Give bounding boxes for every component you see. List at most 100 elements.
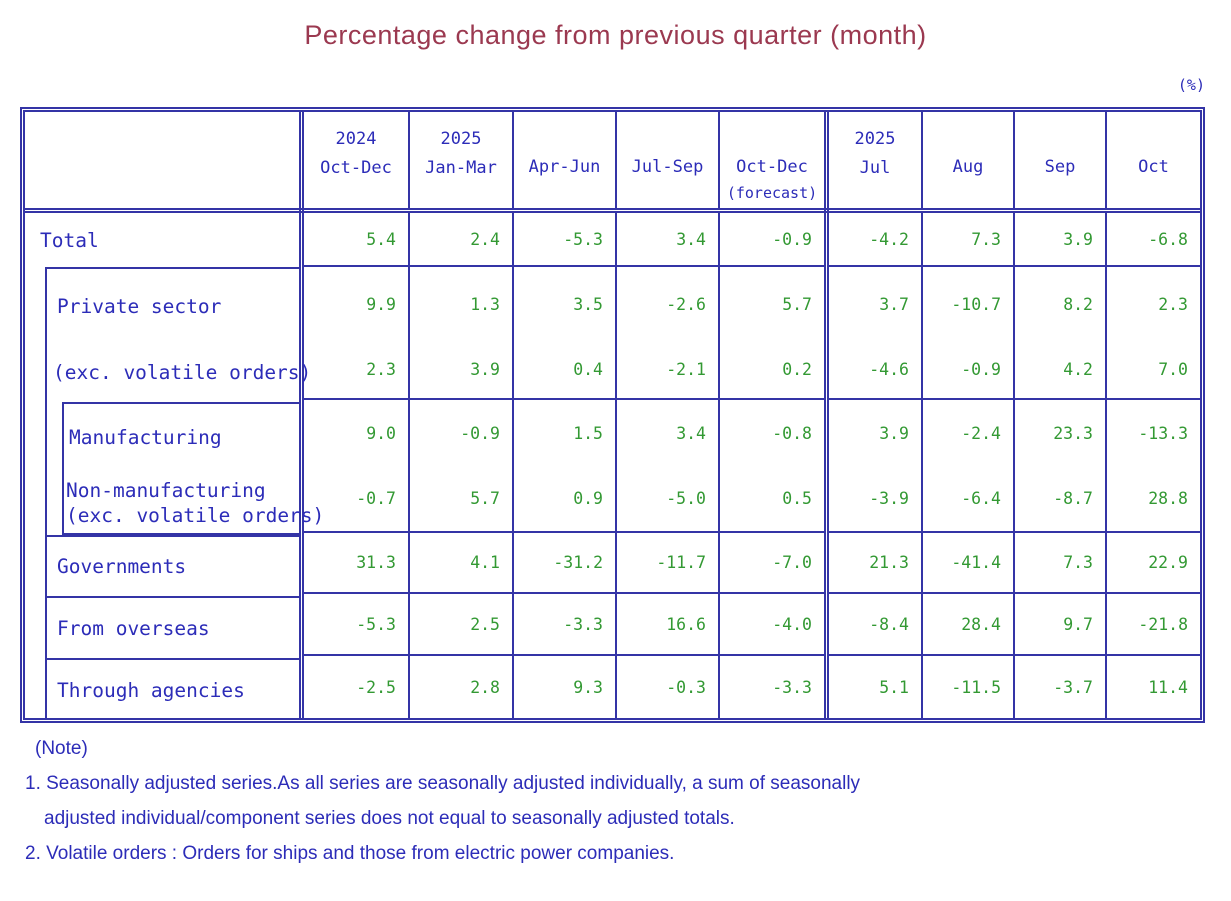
row-label-line1: Non-manufacturing [66,478,266,502]
cell-exc-volatile-oct-dec-forecast: 0.2 [720,341,824,400]
cell-exc-volatile-sep: 4.2 [1015,341,1107,400]
cell-overseas-apr-jun: -3.3 [514,594,617,656]
cell-private-jul-sep: -2.6 [617,267,720,341]
cell-governments-2025-jan-mar: 4.1 [410,533,514,594]
header-year: 2025 [440,129,482,149]
note-line-1: 1. Seasonally adjusted series.As all ser… [25,773,861,794]
cell-overseas-2025-jan-mar: 2.5 [410,594,514,656]
cell-total-2024-oct-dec: 5.4 [304,213,410,267]
cell-total-sep: 3.9 [1015,213,1107,267]
cell-non-manufacturing-oct-dec-forecast: 0.5 [720,466,824,533]
row-label-total: Total [40,228,99,252]
row-label-non-manufacturing: Non-manufacturing (exc. volatile orders) [66,470,324,535]
cell-overseas-jul: -8.4 [829,594,923,656]
row-label-private-exc-volatile: (exc. volatile orders) [53,361,312,384]
note-heading: (Note) [35,738,88,759]
cell-governments-oct: 22.9 [1107,533,1200,594]
header-period: Jul [859,158,891,178]
page-title: Percentage change from previous quarter … [304,20,927,50]
cell-agencies-sep: -3.7 [1015,656,1107,718]
row-label-private-sector: Private sector [57,294,222,318]
cell-exc-volatile-2025-jan-mar: 3.9 [410,341,514,400]
cell-governments-2024-oct-dec: 31.3 [304,533,410,594]
header-period: Oct-Dec [736,157,808,178]
cell-non-manufacturing-jul-sep: -5.0 [617,466,720,533]
cell-exc-volatile-apr-jun: 0.4 [514,341,617,400]
cell-manufacturing-oct-dec-forecast: -0.8 [772,423,812,443]
note-line-2: 2. Volatile orders : Orders for ships an… [25,843,675,864]
cell-private-2024-oct-dec: 9.9 [304,267,410,341]
column-header-sep: Sep [1015,112,1107,208]
cell-governments-jul-sep: -11.7 [617,533,720,594]
column-header-q3: Apr-Jun [514,112,617,208]
cell-total-2025-jan-mar: 2.4 [410,213,514,267]
cell-manufacturing-apr-jun: 1.5 [514,400,617,466]
cell-exc-volatile-aug: -0.9 [923,341,1015,400]
cell-overseas-sep: 9.7 [1015,594,1107,656]
cell-overseas-jul-sep: 16.6 [617,594,720,656]
cell-private-jul: 3.7 [829,267,923,341]
subsector-box: Private sector (exc. volatile orders) Ma… [45,267,324,720]
header-period: Oct-Dec [320,158,392,178]
cell-private-aug: -10.7 [923,267,1015,341]
header-year: 2025 [854,129,896,149]
cell-manufacturing-jul: 3.9 [829,400,923,466]
manufacturing-box: Manufacturing Non-manufacturing (exc. vol… [62,402,324,535]
cell-manufacturing-2024-oct-dec: 9.0 [304,400,410,466]
cell-manufacturing-jul-sep: 3.4 [617,400,720,466]
data-table: 2024 Oct-Dec 2025 Jan-Mar Apr-Jun Jul-Sep … [23,110,1202,720]
vertical-separator-left [299,112,304,718]
row-label-column: Total Private sector (exc. volatile orde… [25,213,324,720]
cell-overseas-oct-dec-forecast: -4.0 [720,594,824,656]
table-frame: 2024 Oct-Dec 2025 Jan-Mar Apr-Jun Jul-Sep … [20,107,1205,723]
cell-governments-oct-dec-forecast: -7.0 [720,533,824,594]
cell-agencies-jul: 5.1 [829,656,923,718]
cell-exc-volatile-jul: -4.6 [829,341,923,400]
cell-overseas-oct: -21.8 [1107,594,1200,656]
row-label-through-agencies: Through agencies [47,658,299,720]
cell-exc-volatile-oct: 7.0 [1107,341,1200,400]
column-header-q1: 2024 Oct-Dec [304,112,410,208]
cell-manufacturing-sep: 23.3 [1015,400,1107,466]
cell-non-manufacturing-jul: -3.9 [829,466,923,533]
cell-non-manufacturing-aug: -6.4 [923,466,1015,533]
cell-manufacturing-aug: -2.4 [923,400,1015,466]
header-period: Apr-Jun [528,157,601,178]
column-header-jul: 2025 Jul [829,112,923,208]
cell-total-apr-jun: -5.3 [514,213,617,267]
cell-manufacturing-2025-jan-mar: -0.9 [410,400,514,466]
row-label-governments: Governments [47,535,299,596]
corner-header-cell [25,112,299,208]
header-period: Aug [952,157,984,178]
header-period: Jan-Mar [425,158,497,178]
cell-governments-sep: 7.3 [1015,533,1107,594]
header-period: Oct [1138,157,1169,178]
cell-non-manufacturing-2025-jan-mar: 5.7 [410,466,514,533]
cell-manufacturing-oct: -13.3 [1138,423,1188,443]
cell-governments-aug: -41.4 [923,533,1015,594]
header-separator [25,208,1200,213]
cell-exc-volatile-jul-sep: -2.1 [617,341,720,400]
column-header-oct: Oct [1107,112,1200,208]
cell-total-jul: -4.2 [829,213,923,267]
cell-non-manufacturing-oct: 28.8 [1107,466,1200,533]
row-label-manufacturing: Manufacturing [69,425,222,449]
header-period: Jul-Sep [631,157,704,178]
column-header-q2: 2025 Jan-Mar [410,112,514,208]
cell-private-apr-jun: 3.5 [514,267,617,341]
cell-overseas-2024-oct-dec: -5.3 [304,594,410,656]
cell-agencies-2025-jan-mar: 2.8 [410,656,514,718]
cell-agencies-aug: -11.5 [923,656,1015,718]
header-year: 2024 [335,129,377,149]
cell-private-sep: 8.2 [1015,267,1107,341]
vertical-separator-right [824,112,829,718]
cell-agencies-oct-dec-forecast: -3.3 [772,677,812,697]
cell-non-manufacturing-apr-jun: 0.9 [514,466,617,533]
cell-total-oct-dec-forecast: -0.9 [720,213,824,267]
cell-non-manufacturing-sep: -8.7 [1015,466,1107,533]
notes-section: (Note) 1. Seasonally adjusted series.As … [25,731,860,871]
cell-private-2025-jan-mar: 1.3 [410,267,514,341]
header-note: (forecast) [726,184,818,203]
cell-exc-volatile-2024-oct-dec: 2.3 [304,341,410,400]
